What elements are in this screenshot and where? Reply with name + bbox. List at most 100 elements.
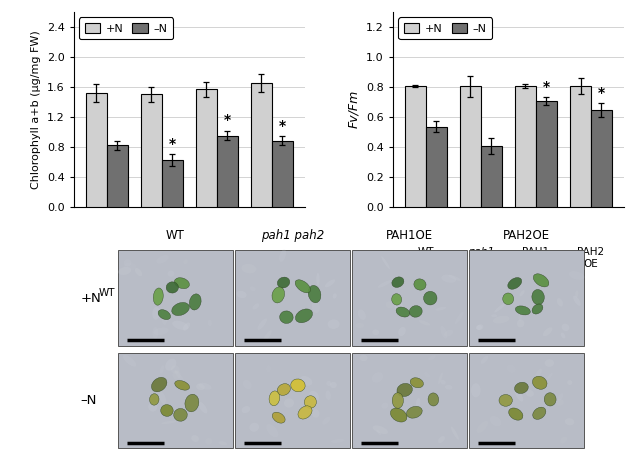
Bar (86, 93, 107, 207)
Ellipse shape (360, 355, 367, 361)
Ellipse shape (394, 301, 403, 311)
Ellipse shape (515, 306, 531, 315)
Ellipse shape (312, 301, 320, 313)
Ellipse shape (175, 370, 184, 382)
Ellipse shape (166, 311, 172, 322)
Text: WT: WT (166, 229, 185, 242)
Ellipse shape (152, 377, 167, 392)
Ellipse shape (381, 403, 388, 408)
Ellipse shape (532, 289, 545, 305)
Ellipse shape (189, 294, 201, 310)
Ellipse shape (398, 409, 404, 415)
Ellipse shape (428, 393, 438, 406)
Ellipse shape (174, 278, 189, 289)
Bar (162, 160, 182, 207)
Bar (352, 352, 467, 448)
Ellipse shape (567, 380, 572, 385)
Ellipse shape (152, 327, 158, 339)
Ellipse shape (326, 390, 331, 400)
Text: WT: WT (99, 288, 115, 298)
Bar (118, 250, 233, 346)
Ellipse shape (518, 311, 522, 322)
Ellipse shape (172, 303, 189, 315)
Ellipse shape (440, 380, 445, 385)
Ellipse shape (556, 399, 564, 406)
Ellipse shape (508, 277, 522, 289)
Ellipse shape (171, 365, 180, 374)
Ellipse shape (172, 370, 180, 380)
Ellipse shape (515, 382, 528, 393)
Ellipse shape (424, 372, 430, 378)
Ellipse shape (296, 309, 312, 323)
Bar (236, 250, 349, 346)
Ellipse shape (398, 327, 406, 336)
Ellipse shape (153, 288, 163, 305)
Ellipse shape (236, 291, 246, 298)
Bar (460, 86, 481, 207)
Text: WT: WT (417, 247, 434, 257)
Ellipse shape (547, 373, 552, 380)
Ellipse shape (291, 379, 305, 392)
Ellipse shape (532, 376, 547, 390)
Ellipse shape (544, 393, 556, 406)
Ellipse shape (562, 323, 570, 331)
Legend: +N, –N: +N, –N (79, 18, 173, 39)
Ellipse shape (166, 282, 179, 293)
Ellipse shape (392, 393, 403, 408)
Ellipse shape (173, 408, 188, 421)
Text: PAH1
OE: PAH1 OE (522, 247, 550, 269)
Bar (469, 352, 584, 448)
Ellipse shape (283, 280, 291, 287)
Text: *: * (598, 86, 605, 100)
Ellipse shape (218, 441, 227, 446)
Bar (251, 83, 272, 207)
Ellipse shape (416, 398, 420, 408)
Ellipse shape (266, 424, 278, 437)
Ellipse shape (476, 421, 488, 433)
Ellipse shape (124, 263, 136, 270)
Ellipse shape (557, 298, 563, 306)
Ellipse shape (172, 321, 188, 330)
Ellipse shape (573, 295, 580, 306)
Ellipse shape (372, 372, 383, 383)
Bar (591, 110, 612, 207)
Bar (469, 250, 584, 346)
Ellipse shape (454, 312, 464, 324)
Ellipse shape (241, 264, 257, 274)
Ellipse shape (159, 392, 166, 404)
Ellipse shape (243, 380, 252, 389)
Text: *: * (223, 114, 231, 127)
Ellipse shape (198, 383, 212, 390)
Ellipse shape (569, 271, 584, 280)
Ellipse shape (279, 249, 286, 262)
Bar (118, 352, 233, 448)
Ellipse shape (444, 330, 454, 337)
Ellipse shape (372, 425, 388, 434)
Ellipse shape (280, 311, 293, 323)
Ellipse shape (331, 439, 345, 443)
Ellipse shape (410, 378, 424, 388)
Ellipse shape (397, 383, 412, 397)
Ellipse shape (494, 303, 506, 313)
Ellipse shape (381, 256, 390, 269)
Ellipse shape (165, 359, 177, 370)
Ellipse shape (312, 409, 319, 418)
Ellipse shape (517, 320, 524, 327)
Legend: +N, –N: +N, –N (398, 18, 492, 39)
Ellipse shape (316, 273, 319, 285)
Ellipse shape (372, 330, 380, 335)
Ellipse shape (175, 380, 189, 390)
Ellipse shape (298, 406, 312, 419)
Ellipse shape (250, 286, 256, 291)
Bar (141, 95, 162, 207)
Ellipse shape (279, 382, 287, 393)
Ellipse shape (560, 437, 567, 444)
Ellipse shape (534, 369, 542, 379)
Ellipse shape (308, 285, 321, 303)
Bar (405, 86, 426, 207)
Bar (272, 141, 292, 207)
Ellipse shape (161, 311, 167, 325)
Ellipse shape (575, 290, 579, 298)
Ellipse shape (451, 427, 459, 440)
Y-axis label: Fv/Fm: Fv/Fm (348, 90, 360, 128)
